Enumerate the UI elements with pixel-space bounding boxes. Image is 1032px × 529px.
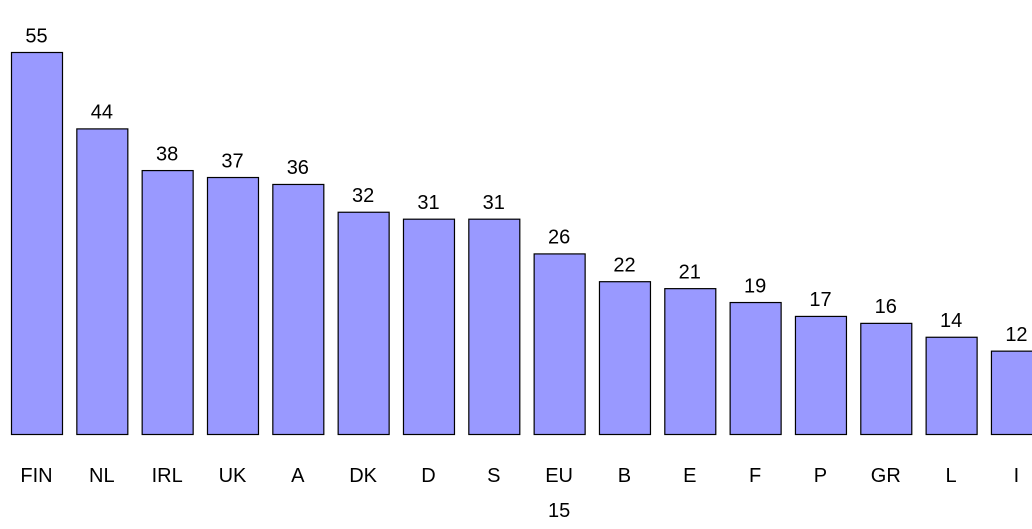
bar	[598, 281, 652, 436]
x-tick-label: IRL	[151, 465, 183, 487]
value-label: 31	[483, 192, 505, 214]
value-label: 44	[91, 102, 113, 124]
value-label: 17	[809, 289, 831, 311]
value-label: 32	[352, 185, 374, 207]
bar	[925, 336, 978, 436]
bar	[468, 218, 521, 436]
bar	[141, 169, 194, 436]
bar	[664, 288, 717, 436]
x-tick-label: B	[617, 465, 632, 487]
value-label: 16	[875, 296, 897, 318]
bar	[337, 211, 390, 436]
value-label: 19	[744, 275, 766, 297]
bar	[729, 301, 782, 436]
x-tick-label: D	[421, 465, 436, 487]
bar	[76, 128, 129, 436]
x-tick-label: NL	[89, 465, 115, 487]
bar	[10, 51, 64, 436]
value-label: 26	[548, 227, 570, 249]
value-label: 38	[156, 143, 178, 165]
x-tick-label: GR	[870, 465, 901, 487]
bar	[794, 315, 848, 436]
x-tick-label: P	[813, 465, 828, 487]
value-label: 14	[940, 310, 962, 332]
bar	[533, 253, 586, 436]
x-tick-label: I	[1013, 465, 1020, 487]
value-label: 37	[221, 150, 243, 172]
x-tick-label: E	[683, 465, 697, 487]
x-tick-label: FIN	[20, 465, 53, 487]
x-tick-label: L	[945, 465, 957, 487]
value-label: 22	[613, 254, 635, 276]
bar	[990, 350, 1032, 436]
x-tick-label: A	[291, 465, 305, 487]
x-tick-label: EU 15	[545, 465, 574, 522]
x-tick-label: S	[487, 465, 501, 487]
x-tick-label: UK	[218, 465, 247, 487]
bar	[860, 322, 913, 436]
bar	[272, 183, 325, 436]
bar	[206, 176, 260, 436]
value-label: 36	[287, 157, 309, 179]
bar	[402, 218, 456, 436]
x-tick-label: F	[749, 465, 762, 487]
x-tick-label: DK	[349, 465, 378, 487]
value-label: 12	[1005, 324, 1027, 346]
value-label: 55	[25, 25, 47, 47]
value-label: 21	[679, 261, 701, 283]
value-label: 31	[417, 192, 439, 214]
